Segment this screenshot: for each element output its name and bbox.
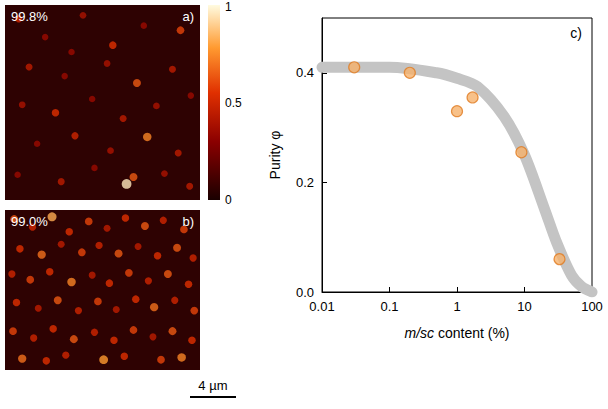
svg-text:99.8%: 99.8% [11, 9, 48, 24]
svg-text:10: 10 [517, 299, 531, 314]
html-text:1: 1 [225, 0, 232, 14]
html-text:0.5: 0.5 [225, 95, 242, 110]
svg-text:1: 1 [453, 299, 460, 314]
svg-text:Purity φ: Purity φ [267, 131, 283, 180]
svg-text:b): b) [182, 214, 194, 229]
svg-text:content (%): content (%) [434, 325, 509, 341]
svg-text:99.0%: 99.0% [11, 214, 48, 229]
svg-text:0.01: 0.01 [309, 299, 334, 314]
svg-text:m/sc: m/sc [404, 325, 434, 341]
svg-text:0.1: 0.1 [380, 299, 398, 314]
svg-text:0.4: 0.4 [296, 65, 314, 80]
svg-text:100: 100 [581, 299, 603, 314]
html-text:4 µm: 4 µm [198, 378, 228, 393]
svg-text:a): a) [182, 9, 194, 24]
html-text:0: 0 [225, 193, 232, 207]
svg-text:0.2: 0.2 [296, 175, 314, 190]
svg-text:c): c) [570, 25, 582, 41]
svg-text:0.0: 0.0 [296, 285, 314, 300]
